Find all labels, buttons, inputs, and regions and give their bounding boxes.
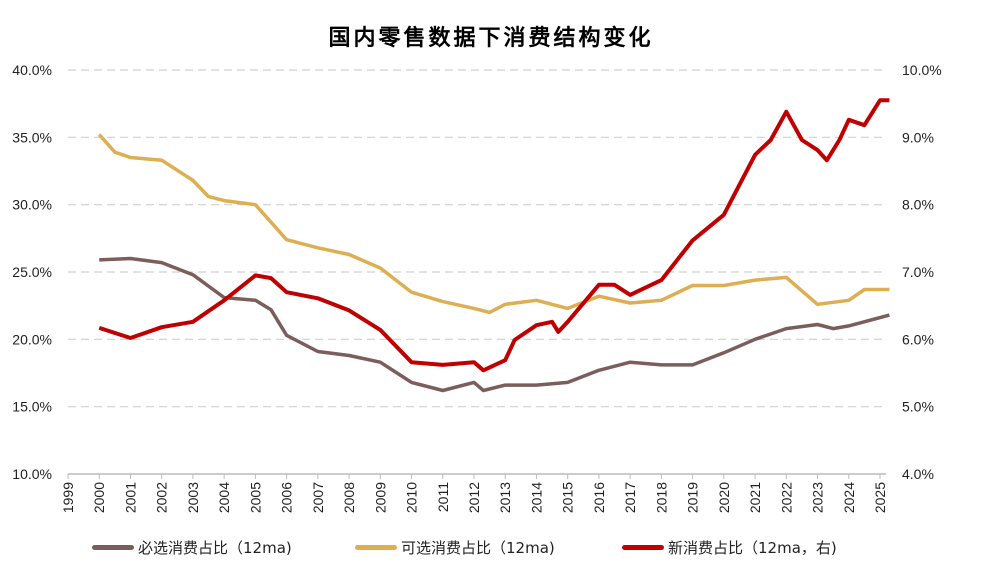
legend-item: 新消费占比（12ma，右) <box>622 537 837 558</box>
x-axis-tick-label: 2006 <box>279 482 295 513</box>
x-axis-tick-label: 2008 <box>341 482 357 513</box>
x-axis-tick-label: 2007 <box>310 482 326 513</box>
right-axis-tick-label: 8.0% <box>902 197 934 213</box>
legend-label: 可选消费占比（12ma) <box>401 539 555 557</box>
left-axis-tick-label: 20.0% <box>12 331 52 347</box>
x-axis-tick-label: 2002 <box>154 482 170 513</box>
legend-swatch <box>622 545 664 550</box>
legend-swatch <box>355 545 397 550</box>
left-axis-tick-label: 10.0% <box>12 466 52 482</box>
x-axis-tick-label: 2011 <box>435 482 451 512</box>
x-axis-tick-label: 2004 <box>216 482 232 513</box>
x-axis-tick-label: 2024 <box>841 482 857 513</box>
x-axis-tick-label: 2022 <box>778 482 794 513</box>
series-line-1 <box>97 133 890 315</box>
x-axis-tick-label: 2020 <box>716 482 732 513</box>
x-axis-tick-label: 2014 <box>528 482 544 513</box>
x-axis-tick-label: 2009 <box>372 482 388 513</box>
x-axis-tick-label: 2001 <box>122 482 138 513</box>
x-axis-tick-label: 2025 <box>872 482 888 513</box>
right-axis-tick-label: 9.0% <box>902 129 934 145</box>
x-axis-tick-label: 2015 <box>560 482 576 513</box>
x-axis-tick-label: 2016 <box>591 482 607 513</box>
right-axis-tick-label: 6.0% <box>902 331 934 347</box>
x-axis-tick-label: 2000 <box>91 482 107 513</box>
left-axis-tick-label: 25.0% <box>12 264 52 280</box>
left-axis-tick-label: 35.0% <box>12 129 52 145</box>
right-axis-tick-label: 7.0% <box>902 264 934 280</box>
right-axis-tick-label: 10.0% <box>902 62 942 78</box>
legend-item: 可选消费占比（12ma) <box>355 537 555 558</box>
x-axis-tick-label: 2013 <box>497 482 513 513</box>
x-axis-tick-label: 1999 <box>60 482 76 513</box>
legend-item: 必选消费占比（12ma) <box>92 537 292 558</box>
x-axis-tick-label: 2012 <box>466 482 482 513</box>
legend-swatch <box>92 545 134 550</box>
x-axis-tick-label: 2021 <box>747 482 763 513</box>
x-axis-tick-label: 2023 <box>810 482 826 513</box>
left-axis-tick-label: 40.0% <box>12 62 52 78</box>
legend-label: 必选消费占比（12ma) <box>138 539 292 557</box>
x-axis-tick-label: 2019 <box>685 482 701 513</box>
left-axis-tick-label: 30.0% <box>12 197 52 213</box>
series-line-2 <box>98 98 890 373</box>
x-axis-tick-label: 2003 <box>185 482 201 513</box>
x-axis-tick-label: 2010 <box>404 482 420 513</box>
right-axis-tick-label: 5.0% <box>902 399 934 415</box>
chart-title: 国内零售数据下消费结构变化 <box>328 25 654 51</box>
series-line-0 <box>99 256 890 393</box>
x-axis-tick-label: 2005 <box>247 482 263 513</box>
x-axis-tick-label: 2018 <box>653 482 669 513</box>
legend-label: 新消费占比（12ma，右) <box>668 539 837 557</box>
left-axis-tick-label: 15.0% <box>12 399 52 415</box>
x-axis-tick-label: 2017 <box>622 482 638 513</box>
right-axis-tick-label: 4.0% <box>902 466 934 482</box>
